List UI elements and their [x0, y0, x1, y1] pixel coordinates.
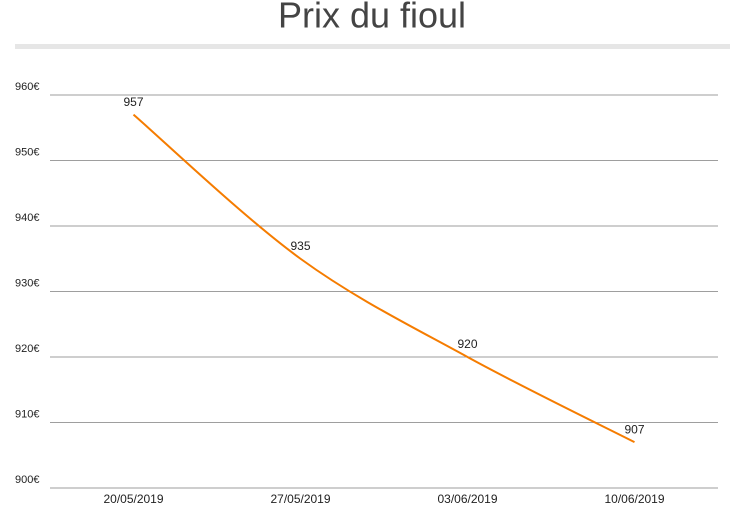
x-tick-label: 03/06/2019 [437, 492, 497, 506]
data-label: 920 [457, 337, 477, 351]
line-series [132, 113, 635, 444]
data-label: 957 [123, 95, 143, 109]
y-tick-label: 940€ [15, 212, 39, 224]
y-tick-label: 920€ [15, 343, 39, 355]
y-tick-label: 910€ [15, 408, 39, 420]
x-tick-label: 10/06/2019 [604, 492, 664, 506]
x-tick-label: 27/05/2019 [270, 492, 330, 506]
y-tick-label: 950€ [15, 146, 39, 158]
y-tick-label: 960€ [15, 81, 39, 93]
y-tick-label: 900€ [15, 474, 39, 486]
y-tick-label: 930€ [15, 277, 39, 289]
data-label: 935 [290, 239, 310, 253]
title-divider [15, 44, 730, 49]
chart-title: Prix du fioul [278, 0, 466, 36]
data-label: 907 [624, 422, 644, 436]
x-tick-label: 20/05/2019 [103, 492, 163, 506]
